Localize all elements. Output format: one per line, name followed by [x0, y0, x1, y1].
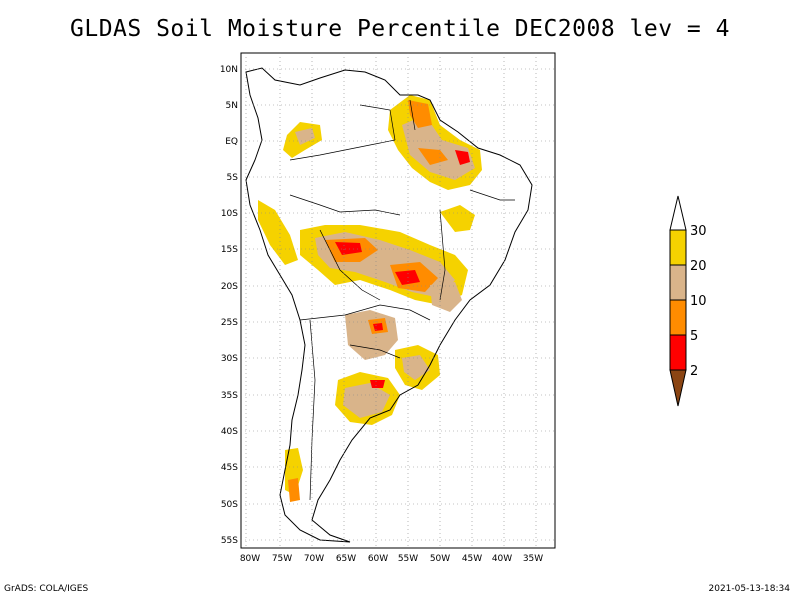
- lat-label: 40S: [221, 427, 238, 437]
- color-legend: 30 20 10 5 2: [669, 195, 707, 407]
- lat-label: 10N: [220, 65, 238, 75]
- legend-label: 2: [690, 364, 698, 379]
- lat-label: EQ: [225, 137, 238, 147]
- lat-label: 55S: [221, 536, 238, 546]
- legend-bottom-triangle: [669, 369, 687, 407]
- legend-top-triangle: [669, 195, 687, 231]
- shading-layer: [258, 95, 482, 502]
- lat-label: 5N: [226, 101, 238, 111]
- lon-label: 70W: [304, 554, 324, 564]
- lon-label: 40W: [492, 554, 512, 564]
- lon-label: 55W: [398, 554, 418, 564]
- lat-labels: 10N 5N EQ 5S 10S 15S 20S 25S 30S 35S 40S…: [220, 65, 238, 546]
- map-grid: [241, 53, 555, 548]
- lat-label: 30S: [221, 354, 238, 364]
- lon-label: 45W: [462, 554, 482, 564]
- legend-swatch: [669, 264, 687, 301]
- lat-label: 5S: [227, 173, 239, 183]
- coastline: [245, 67, 533, 543]
- lat-label: 50S: [221, 500, 238, 510]
- lon-label: 35W: [523, 554, 543, 564]
- legend-swatch: [669, 299, 687, 336]
- legend-swatch: [669, 229, 687, 266]
- lon-labels: 80W 75W 70W 65W 60W 55W 50W 45W 40W 35W: [240, 554, 543, 564]
- lon-label: 80W: [240, 554, 260, 564]
- lat-label: 15S: [221, 245, 238, 255]
- lat-label: 25S: [221, 318, 238, 328]
- lon-label: 65W: [336, 554, 356, 564]
- lat-label: 20S: [221, 282, 238, 292]
- map-area: 10N 5N EQ 5S 10S 15S 20S 25S 30S 35S 40S…: [220, 52, 556, 564]
- lat-label: 35S: [221, 391, 238, 401]
- lat-label: 45S: [221, 463, 238, 473]
- lat-label: 10S: [221, 209, 238, 219]
- legend-swatch: [669, 334, 687, 371]
- legend-label: 20: [690, 259, 707, 274]
- country-borders: [289, 99, 515, 501]
- map-title: GLDAS Soil Moisture Percentile DEC2008 l…: [70, 16, 730, 42]
- lon-label: 50W: [430, 554, 450, 564]
- legend-label: 5: [690, 329, 698, 344]
- lon-label: 75W: [272, 554, 292, 564]
- legend-label: 10: [690, 294, 707, 309]
- legend-label: 30: [690, 224, 707, 239]
- footer-timestamp: 2021-05-13-18:34: [708, 584, 791, 594]
- lon-label: 60W: [368, 554, 388, 564]
- footer-credit: GrADS: COLA/IGES: [4, 584, 89, 594]
